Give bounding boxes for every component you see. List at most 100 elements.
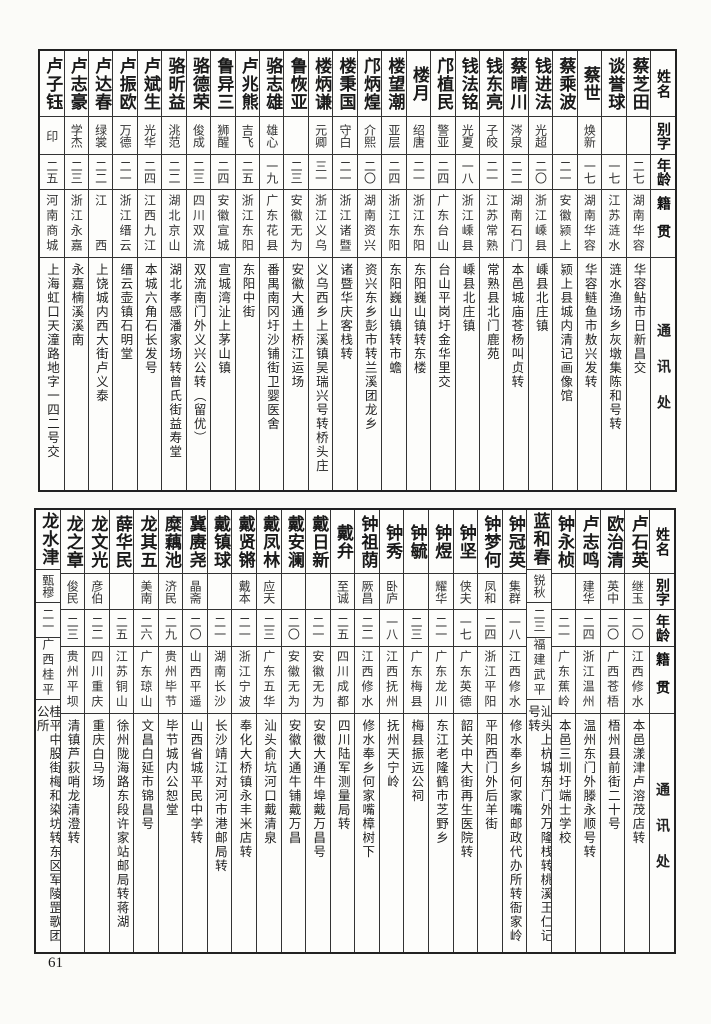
person-record: 钟祖荫 厥昌 二二 江西修水 修水奉乡何家嘴樟树下 [354, 510, 379, 952]
person-name-cell: 楼月 [406, 51, 431, 117]
person-record: 戴镇球 二一 湖南长沙 长沙靖江对河市港邮局转 [206, 510, 232, 952]
person-origin-text: 江西修水 [630, 650, 645, 710]
person-age-text: 二二 [93, 160, 108, 184]
person-origin-cell: 广东花县 [260, 190, 284, 258]
person-origin-cell: 四川成都 [330, 647, 355, 714]
person-record: 蔡乘波 二一 安徽颍上 颍上县城内清记画像馆 [552, 51, 577, 490]
person-alias-text: 集群 [507, 579, 522, 604]
person-address-text: 本邑城庙苍杨叫贞转 [509, 263, 525, 389]
person-name-text: 钱进法 [531, 56, 552, 111]
person-address-text: 梧州县前街二十号 [605, 719, 621, 831]
person-address-text: 颍上县城内清记画像馆 [558, 263, 574, 403]
person-origin-text: 安徽无为 [310, 650, 325, 710]
person-age-cell: 二一 [306, 610, 330, 647]
person-age-text: 一七 [582, 160, 597, 184]
person-age-cell: 二〇 [183, 610, 207, 647]
header-origin-text: 籍贯 [654, 652, 670, 708]
person-name-text: 鲁异三 [213, 56, 234, 111]
person-address-cell: 常熟县北门鹿苑 [480, 258, 503, 490]
person-name-cell: 蓝和春 [527, 510, 551, 570]
person-alias-text: 雄心 [264, 123, 279, 148]
person-age-cell: 二一 [113, 155, 137, 190]
person-address-cell: 涟水渔场乡灰墩集陈和号转 [602, 258, 625, 490]
person-alias-cell: 集群 [502, 574, 527, 610]
person-record: 楼炳谦 元卿 三一 浙江义乌 义乌西乡上溪镇吴瑞兴号转桥头庄 [307, 51, 333, 490]
person-name-text: 钱东亮 [482, 56, 503, 111]
header-age-text: 年龄 [654, 614, 670, 642]
person-age-cell: 一七 [453, 610, 478, 647]
person-address-text: 东阳中街 [240, 263, 256, 319]
person-origin-cell: 河南商城 [40, 190, 64, 258]
person-age-text: 二六 [138, 616, 153, 640]
person-name-text: 蔡世 [579, 65, 600, 102]
person-age-text: 二七 [631, 160, 646, 184]
person-age-cell: 二三 [64, 155, 88, 190]
person-origin-cell: 江西修水 [625, 647, 649, 714]
person-alias-cell: 吉飞 [235, 117, 259, 155]
header-origin-text: 籍贯 [655, 195, 671, 252]
person-name-cell: 戴贤锵 [232, 510, 256, 574]
person-address-cell: 修水奉乡何家嘴樟树下 [355, 714, 379, 952]
person-address-cell: 本邑漾津卢溶茂店转 [625, 714, 649, 952]
person-name-cell: 龙之章 [60, 510, 85, 574]
person-record: 戴安澜 二〇 安徽无为 安徽大通牛铺戴万昌 [280, 510, 306, 952]
person-age-cell: 二三 [284, 155, 308, 190]
person-name-text: 骆德荣 [188, 56, 209, 111]
person-age-cell: 二三 [257, 610, 281, 647]
person-age-text: 二五 [114, 616, 129, 640]
person-origin-text: 湖北京山 [166, 193, 181, 254]
person-origin-cell: 安徽颍上 [553, 190, 577, 258]
person-origin-cell: 浙江东阳 [406, 190, 431, 258]
person-alias-cell: 洮范 [162, 117, 186, 155]
person-record: 谈誉球 一七 江苏涟水 涟水渔场乡灰墩集陈和号转 [601, 51, 626, 490]
person-origin-cell: 浙江诸暨 [333, 190, 357, 258]
person-name-cell: 钟秀 [379, 510, 404, 574]
person-name-text: 薛华民 [111, 514, 132, 569]
person-age-text: 二二 [89, 616, 104, 640]
person-alias-cell: 光夏 [455, 117, 479, 155]
person-alias-cell: 光超 [528, 117, 553, 155]
person-address-cell: 嵊县北庄镇 [456, 258, 479, 490]
person-address-text: 四川陆军测量局转 [335, 719, 351, 831]
person-age-cell: 一七 [602, 155, 626, 190]
person-name-text: 钟煜 [431, 523, 452, 560]
person-alias-cell: 卧庐 [379, 574, 404, 610]
person-name-cell: 卢达春 [88, 51, 113, 117]
person-address-text: 本邑三圳圩端士学校 [556, 719, 572, 845]
person-address-cell: 东江老隆鹤市芝野乡 [429, 714, 453, 952]
person-alias-cell: 涔泉 [504, 117, 528, 155]
person-address-cell: 宣城湾沚上茅山镇 [211, 258, 234, 490]
person-name-text: 卢石英 [627, 514, 648, 569]
person-address-cell: 上海虹口天潼路地字一四二号交 [40, 258, 63, 490]
person-alias-cell: 光华 [137, 117, 162, 155]
person-name-cell: 蔡乘波 [553, 51, 577, 117]
person-alias-cell: 锐秋 [527, 570, 551, 604]
person-age-text: 二三 [531, 607, 546, 632]
person-address-cell: 上饶城内西大街卢义泰 [89, 258, 112, 490]
person-age-text: 一八 [507, 616, 522, 640]
person-age-cell: 二六 [134, 610, 158, 647]
person-alias-cell: 俊民 [60, 574, 85, 610]
person-origin-text: 浙江永嘉 [69, 193, 84, 254]
person-name-text: 卢达春 [91, 56, 112, 111]
person-alias-cell: 绿裳 [88, 117, 113, 155]
person-age-text: 二一 [411, 160, 426, 184]
person-origin-text: 广西苍梧 [605, 650, 620, 710]
person-address-text: 安徽大通土桥江运场 [289, 263, 305, 389]
person-record: 冀赓尧 晶斋 二〇 山西平遥 山西省城平民中学转 [182, 510, 207, 952]
person-record: 鲁恢亚 二三 安徽无为 安徽大通土桥江运场 [283, 51, 308, 490]
person-address-text: 东阳巍山镇转市蟾 [387, 263, 403, 375]
person-origin-text: 四川双流 [191, 193, 206, 254]
person-address-text: 东阳巍山镇转东楼 [411, 263, 427, 375]
person-name-cell: 钟毓 [404, 510, 428, 574]
person-age-text: 二四 [435, 160, 450, 184]
person-origin-text: 湖南石门 [509, 193, 524, 254]
person-alias-text: 继玉 [630, 579, 645, 604]
person-alias-cell: 守白 [333, 117, 357, 155]
person-origin-text: 湖南资兴 [362, 193, 377, 254]
person-age-cell: 二一 [406, 155, 431, 190]
person-name-cell: 卢子钰 [40, 51, 64, 117]
person-age-text: 二〇 [533, 160, 548, 184]
person-name-text: 卢振欧 [115, 56, 136, 111]
person-address-cell: 缙云壶镇石明堂 [113, 258, 136, 490]
